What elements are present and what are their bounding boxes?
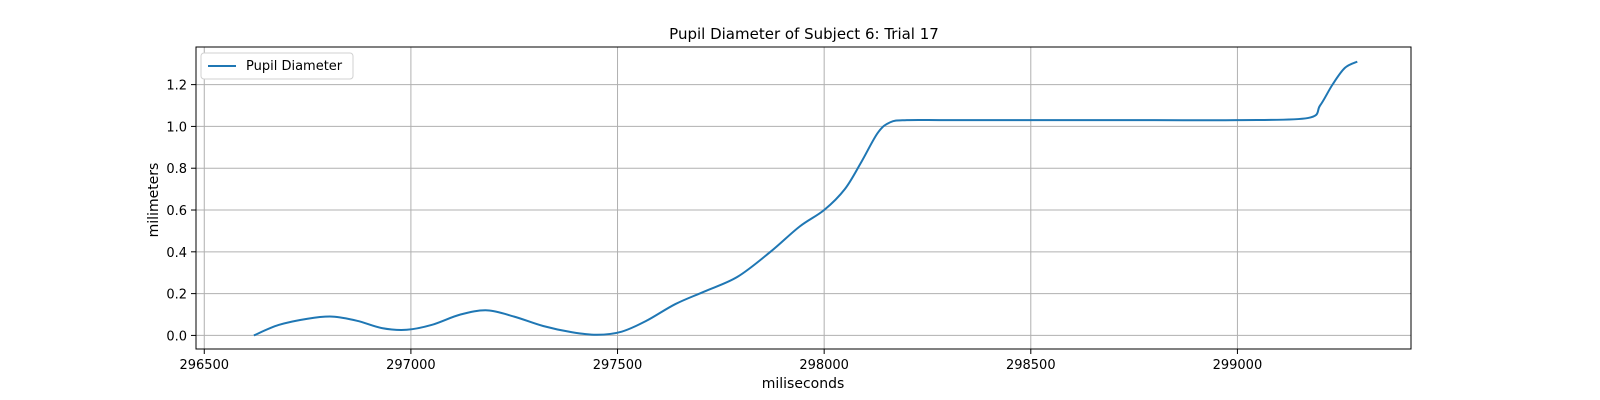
x-tick-label: 296500 bbox=[179, 358, 229, 373]
series-layer bbox=[253, 60, 1358, 337]
y-tick-label: 1.0 bbox=[166, 120, 187, 135]
y-tick-label: 1.2 bbox=[166, 79, 187, 94]
plot-frame bbox=[195, 46, 1412, 350]
y-tick-label: 0.6 bbox=[166, 204, 187, 219]
legend-frame bbox=[200, 52, 354, 80]
chart-title: Pupil Diameter of Subject 6: Trial 17 bbox=[669, 25, 939, 43]
legend-entry-pupil-diameter: Pupil Diameter bbox=[246, 59, 343, 74]
x-tick-label: 298500 bbox=[1006, 358, 1056, 373]
y-tick-label: 0.4 bbox=[166, 246, 187, 261]
grid-layer bbox=[196, 47, 1411, 349]
x-axis-label: miliseconds bbox=[762, 376, 845, 392]
x-tick-label: 299000 bbox=[1213, 358, 1263, 373]
y-tick-label: 0.2 bbox=[166, 288, 187, 303]
y-axis-label: milimeters bbox=[146, 163, 162, 238]
x-tick-label: 297500 bbox=[593, 358, 643, 373]
y-axis-ticks: 0.0 0.2 0.4 0.6 0.8 1.0 1.2 bbox=[166, 79, 196, 344]
x-axis-ticks: 296500 297000 297500 298000 298500 299000 bbox=[179, 349, 1262, 373]
y-tick-label: 0.0 bbox=[166, 329, 187, 344]
x-tick-label: 297000 bbox=[386, 358, 436, 373]
legend: Pupil Diameter bbox=[200, 52, 354, 80]
series-line-pupil-diameter bbox=[253, 60, 1358, 337]
y-tick-label: 0.8 bbox=[166, 162, 187, 177]
x-tick-label: 298000 bbox=[799, 358, 849, 373]
